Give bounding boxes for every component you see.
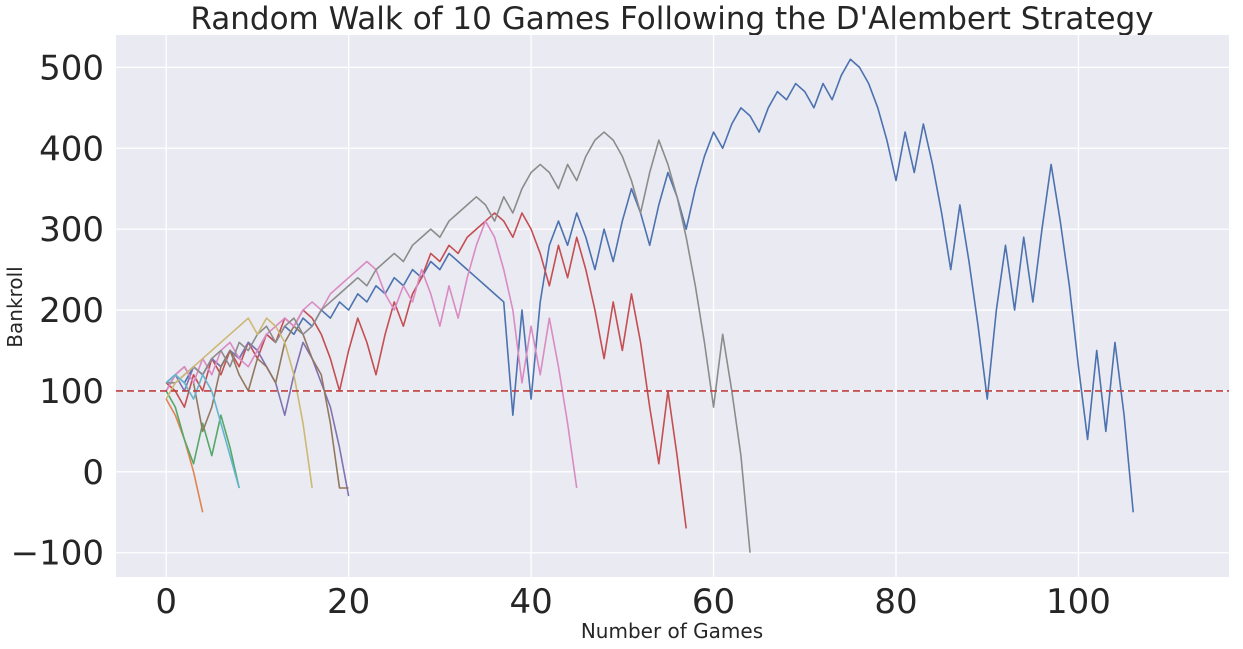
series-line-4 <box>165 212 687 529</box>
series-line-1 <box>165 58 1135 513</box>
y-tick-label: 500 <box>39 48 104 88</box>
x-tick-label: 20 <box>327 582 370 622</box>
y-tick-label: 200 <box>39 291 104 331</box>
series-line-8 <box>166 131 751 553</box>
y-tick-label: 100 <box>39 372 104 412</box>
x-tick-label: 60 <box>692 582 735 622</box>
series-group <box>165 58 1135 553</box>
chart-title: Random Walk of 10 Games Following the D'… <box>190 1 1153 37</box>
series-line-6 <box>165 325 349 489</box>
x-tick-label: 100 <box>1046 582 1111 622</box>
y-tick-label: −100 <box>11 534 104 574</box>
series-line-3 <box>165 390 240 489</box>
y-axis: −100 0 100 200 300 400 500 <box>11 48 104 573</box>
x-tick-label: 0 <box>155 582 177 622</box>
series-line-7 <box>165 220 578 489</box>
y-axis-label: Bankroll <box>3 266 27 347</box>
series-line-10 <box>165 373 240 489</box>
x-tick-label: 80 <box>874 582 917 622</box>
x-tick-label: 40 <box>509 582 552 622</box>
y-tick-label: 0 <box>82 453 104 493</box>
plot-area <box>116 35 1229 577</box>
x-axis-label: Number of Games <box>581 619 763 643</box>
x-axis: 0 20 40 60 80 100 <box>155 582 1111 622</box>
y-tick-label: 300 <box>39 210 104 250</box>
series-line-9 <box>165 317 313 489</box>
y-tick-label: 400 <box>39 129 104 169</box>
